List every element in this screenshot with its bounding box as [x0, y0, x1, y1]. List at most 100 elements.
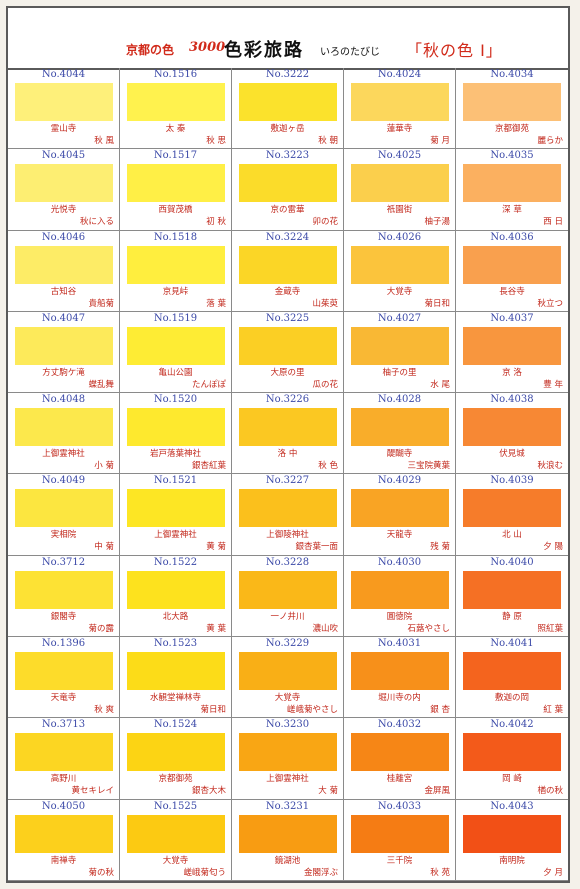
- swatch-place: 桂離宮: [386, 774, 413, 785]
- color-swatch-cell: No.4042 岡 崎楢の秋: [456, 718, 568, 800]
- swatch-color-name: 銀 杏: [430, 705, 450, 716]
- color-swatch: [127, 164, 225, 203]
- swatch-place: 柚子の里: [382, 367, 417, 378]
- swatch-color-name: 貴船菊: [88, 298, 114, 309]
- swatch-color-name: 初 秋: [206, 217, 226, 228]
- swatch-number: No.1524: [153, 719, 198, 731]
- color-swatch-cell: No.3713 高野川 黄セキレイ: [8, 718, 120, 800]
- swatch-place: 上御霊神社: [154, 530, 197, 541]
- swatch-number: No.4049: [41, 475, 86, 487]
- page-subtitle: いろのたびじ: [320, 47, 380, 58]
- swatch-place: 亀山公園: [158, 367, 193, 378]
- color-swatch: [239, 733, 337, 772]
- color-swatch: [15, 814, 113, 853]
- color-swatch-cell: No.1521 上御霊神社黄 菊: [120, 474, 232, 556]
- swatch-number: No.1525: [153, 800, 198, 812]
- swatch-color-name: 金閣浮ぶ: [303, 867, 338, 878]
- swatch-color-name: 柚子湯: [424, 217, 450, 228]
- color-swatch: [351, 814, 449, 853]
- color-swatch: [239, 245, 337, 284]
- color-swatch: [463, 570, 561, 609]
- color-swatch: [351, 245, 449, 284]
- swatch-number: No.1523: [153, 638, 198, 650]
- swatch-place: 敷迦の岡: [494, 693, 529, 704]
- swatch-place: 伏見城: [499, 449, 525, 460]
- swatch-number: No.4025: [377, 150, 422, 162]
- color-swatch-cell: No.3223 京の雷華 卯の花: [232, 149, 344, 231]
- swatch-place: 南禅寺: [50, 855, 77, 866]
- color-swatch: [239, 83, 337, 121]
- color-swatch-cell: No.4035 深 草西 日: [456, 149, 568, 231]
- color-swatch-cell: No.4049 実相院中 菊: [8, 474, 120, 556]
- swatch-color-name: 菊の秋: [88, 867, 114, 878]
- swatch-color-name: 西 日: [543, 217, 563, 228]
- swatch-place: 実相院: [50, 530, 77, 541]
- chart-header: 京都の色 3000 色彩旅路 いろのたびじ 「秋の色 Ⅰ」: [8, 8, 568, 70]
- color-swatch: [463, 245, 561, 284]
- swatch-number: No.4028: [377, 394, 422, 406]
- swatch-number: No.4043: [490, 800, 534, 812]
- swatch-color-name: 秋 思: [206, 136, 226, 146]
- swatch-number: No.4027: [377, 312, 422, 324]
- color-swatch-cell: No.4031 堀川寺の内銀 杏: [344, 637, 456, 719]
- color-swatch-cell: No.4027 柚子の里水 尾: [344, 311, 456, 394]
- color-swatch-cell: No.4050 南禅寺 菊の秋: [8, 799, 120, 881]
- color-chart-sheet: 京都の色 3000 色彩旅路 いろのたびじ 「秋の色 Ⅰ」 No.4044 霊山寺…: [6, 6, 570, 883]
- swatch-color-name: 秋 爽: [94, 705, 114, 716]
- swatch-number: No.3230: [265, 719, 310, 731]
- color-swatch-cell: No.4046 古知谷 貴船菊: [8, 230, 120, 312]
- swatch-color-name: 菊の露: [88, 623, 114, 634]
- swatch-color-name: 大 菊: [318, 786, 338, 797]
- swatch-number: No.4034: [490, 69, 534, 80]
- color-swatch: [351, 408, 449, 447]
- color-swatch-cell: No.4047 方丈駒ケ滝 蝶乱舞: [8, 311, 120, 394]
- swatch-place: 鏡湖池: [274, 855, 301, 866]
- color-swatch-cell: No.4043 南明院夕 月: [456, 800, 568, 881]
- swatch-color-name: 石蕗やさし: [407, 623, 450, 634]
- swatch-number: No.4045: [41, 150, 86, 162]
- swatch-number: No.4042: [490, 719, 534, 731]
- swatch-color-name: 三宝院黄葉: [407, 461, 450, 472]
- color-swatch-cell: No.1520 岩戸落葉神社 銀杏紅葉: [120, 393, 232, 475]
- swatch-place: 水観堂禅林寺: [149, 693, 201, 704]
- swatch-color-name: 卯の花: [312, 217, 338, 228]
- swatch-color-name: 夕 陽: [543, 542, 563, 553]
- color-swatch-cell: No.1518 京見峠落 葉: [120, 230, 232, 312]
- swatch-color-name: 嵯峨菊やさし: [286, 705, 338, 716]
- swatch-color-name: 金屏風: [424, 786, 450, 797]
- color-swatch: [239, 326, 337, 365]
- swatch-place: 洛 中: [277, 449, 298, 460]
- swatch-color-name: 夕 月: [543, 867, 563, 878]
- swatch-place: 光悦寺: [50, 205, 77, 216]
- swatch-place: 霊山寺: [50, 124, 77, 134]
- color-swatch: [15, 489, 113, 528]
- swatch-number: No.4035: [490, 150, 534, 162]
- swatch-number: No.3222: [265, 69, 310, 80]
- color-swatch-cell: No.4037 京 洛豊 年: [456, 312, 568, 394]
- swatch-place: 京 洛: [502, 367, 522, 378]
- swatch-number: No.1396: [41, 638, 86, 650]
- swatch-number: No.3231: [265, 800, 310, 812]
- swatch-place: 堀川寺の内: [378, 693, 421, 704]
- color-swatch: [127, 326, 225, 365]
- swatch-color-name: 銀杏葉一面: [295, 542, 338, 553]
- color-swatch-cell: No.1396 天竜寺秋 爽: [8, 637, 120, 719]
- color-swatch: [463, 326, 561, 365]
- color-swatch-cell: No.4041 敷迦の岡紅 葉: [456, 637, 568, 719]
- color-swatch: [15, 733, 113, 772]
- swatch-place: 天龍寺: [386, 530, 413, 541]
- color-swatch: [239, 570, 337, 609]
- swatch-place: 上御霊神社: [42, 449, 85, 460]
- color-swatch-cell: No.3231 鏡湖池 金閣浮ぶ: [232, 799, 344, 881]
- swatch-number: No.4046: [41, 231, 86, 243]
- swatch-color-name: 山茱萸: [312, 298, 338, 309]
- swatch-number: No.4032: [377, 719, 422, 731]
- color-swatch: [15, 570, 113, 609]
- swatch-color-name: 秋 色: [318, 461, 338, 472]
- color-swatch-cell: No.1519 亀山公園 たんぽぽ: [120, 311, 232, 394]
- page-title: 色彩旅路: [224, 40, 304, 61]
- swatch-color-name: 秋立つ: [537, 298, 563, 309]
- color-swatch: [351, 83, 449, 121]
- color-swatch-cell: No.3225 大原の里 瓜の花: [232, 311, 344, 394]
- swatch-number: No.4039: [490, 475, 534, 487]
